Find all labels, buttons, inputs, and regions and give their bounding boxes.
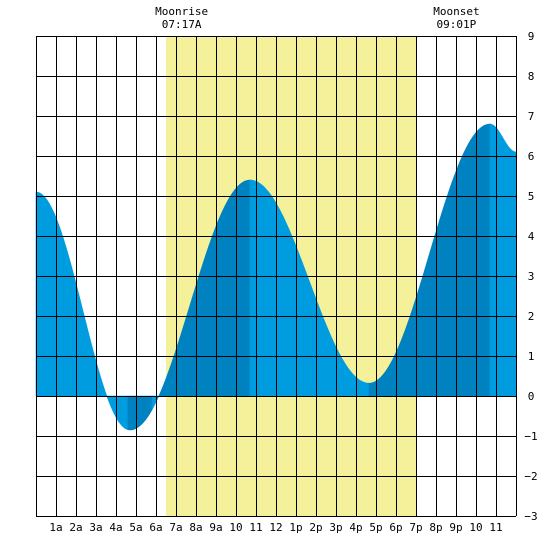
y-tick-label: 1 — [528, 350, 535, 363]
x-tick-label: 4a — [109, 521, 122, 534]
x-tick-label: 9a — [209, 521, 222, 534]
y-tick-label: 2 — [528, 310, 535, 323]
x-tick-label: 3a — [89, 521, 102, 534]
x-tick-label: 5a — [129, 521, 142, 534]
moon-event-label: Moonset — [433, 5, 479, 18]
x-tick-label: 12 — [269, 521, 282, 534]
y-tick-label: 0 — [528, 390, 535, 403]
grid-layer — [36, 36, 517, 517]
x-tick-label: 7p — [409, 521, 422, 534]
moon-event-label: Moonrise — [155, 5, 208, 18]
x-tick-label: 5p — [369, 521, 382, 534]
x-tick-label: 3p — [329, 521, 342, 534]
y-tick-label: 3 — [528, 270, 535, 283]
x-tick-label: 6a — [149, 521, 162, 534]
tide-area-band-7 — [489, 123, 517, 397]
y-tick-label: 6 — [528, 150, 535, 163]
moon-event-time: 07:17A — [162, 18, 202, 31]
x-tick-label: 6p — [389, 521, 402, 534]
x-tick-label: 9p — [449, 521, 462, 534]
y-tick-label: 5 — [528, 190, 535, 203]
x-tick-label: 2a — [69, 521, 82, 534]
x-tick-label: 10 — [229, 521, 242, 534]
x-tick-label: 8a — [189, 521, 202, 534]
tide-area-band-4 — [159, 179, 251, 397]
x-tick-label: 7a — [169, 521, 182, 534]
y-tick-label: 7 — [528, 110, 535, 123]
x-tick-label: 1a — [49, 521, 62, 534]
x-tick-label: 4p — [349, 521, 362, 534]
x-tick-label: 8p — [429, 521, 442, 534]
tide-area-band-2 — [127, 395, 153, 431]
y-tick-label: −3 — [524, 510, 537, 523]
tide-area-band-1 — [35, 191, 129, 431]
x-tick-label: 1p — [289, 521, 302, 534]
y-tick-label: 4 — [528, 230, 535, 243]
tide-area-band-5 — [249, 179, 370, 397]
x-tick-label: 2p — [309, 521, 322, 534]
x-tick-label: 10 — [469, 521, 482, 534]
moon-event-time: 09:01P — [437, 18, 477, 31]
x-tick-label: 11 — [489, 521, 502, 534]
y-tick-label: 8 — [528, 70, 535, 83]
y-tick-label: −2 — [524, 470, 537, 483]
y-tick-label: −1 — [524, 430, 537, 443]
x-tick-label: 11 — [249, 521, 262, 534]
tide-area-band-6 — [368, 123, 491, 397]
y-tick-label: 9 — [528, 30, 535, 43]
